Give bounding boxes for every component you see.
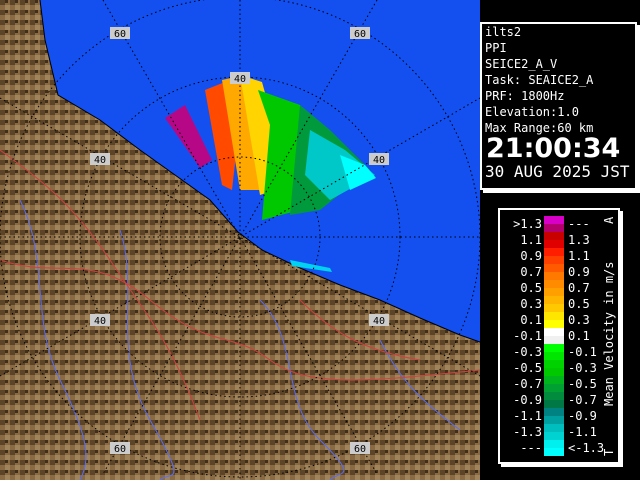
legend-swatch (544, 440, 564, 456)
legend-row: -0.1 0.1 (500, 328, 600, 344)
legend-row: -1.3 -1.1 (500, 424, 600, 440)
echo (165, 75, 376, 272)
range-label: 40 (369, 314, 389, 327)
range-label: 40 (90, 153, 110, 166)
svg-text:60: 60 (114, 444, 126, 455)
ppi-map[interactable]: 40 40 40 40 40 60 60 60 60 (0, 0, 480, 480)
legend-left-label: -0.1 (513, 329, 542, 343)
legend-swatch (544, 328, 564, 344)
legend-row: -0.7 -0.5 (500, 376, 600, 392)
legend-row: 0.5 0.7 (500, 280, 600, 296)
svg-text:60: 60 (354, 444, 366, 455)
range-label: 40 (369, 153, 389, 166)
legend-left-label: -0.3 (513, 345, 542, 359)
legend-swatch (544, 392, 564, 408)
legend-left-label: 1.1 (520, 233, 542, 247)
legend-right-label: -1.1 (568, 425, 597, 439)
legend-left-label: 0.7 (520, 265, 542, 279)
scan-date: 30 AUG 2025 JST (485, 162, 630, 181)
coastline (39, 0, 480, 343)
legend-left-label: -0.5 (513, 361, 542, 375)
scan-time: 21:00:34 (486, 133, 621, 164)
legend-left-label: -1.1 (513, 409, 542, 423)
legend-right-label: -0.3 (568, 361, 597, 375)
legend-swatch (544, 248, 564, 264)
legend-left-label: 0.1 (520, 313, 542, 327)
legend-row: -0.3 -0.1 (500, 344, 600, 360)
svg-text:40: 40 (234, 74, 246, 85)
legend-right-label: --- (568, 217, 590, 231)
legend-right-label: 0.5 (568, 297, 590, 311)
legend-swatch (544, 376, 564, 392)
legend-row: 1.1 1.3 (500, 232, 600, 248)
color-legend: >1.3 --- 1.1 1.3 0.9 1.1 0.7 0.9 0.5 0.7 0.3 … (498, 208, 620, 464)
range-label: 60 (350, 27, 370, 40)
legend-swatch (544, 296, 564, 312)
range-label: 40 (90, 314, 110, 327)
range-rings (0, 0, 480, 480)
range-label: 60 (110, 442, 130, 455)
svg-text:40: 40 (373, 316, 385, 327)
legend-right-label: 0.7 (568, 281, 590, 295)
legend-swatch (544, 232, 564, 248)
prf: PRF: 1800Hz (485, 89, 565, 103)
legend-row: >1.3 --- (500, 216, 600, 232)
legend-swatch (544, 312, 564, 328)
legend-swatch (544, 408, 564, 424)
legend-left-label: -0.9 (513, 393, 542, 407)
legend-swatch (544, 344, 564, 360)
legend-row: -0.9 -0.7 (500, 392, 600, 408)
legend-swatch (544, 360, 564, 376)
legend-right-label: -0.1 (568, 345, 597, 359)
elevation: Elevation:1.0 (485, 105, 579, 119)
legend-left-label: --- (520, 441, 542, 455)
legend-left-label: -0.7 (513, 377, 542, 391)
range-label: 60 (350, 442, 370, 455)
legend-left-label: 0.9 (520, 249, 542, 263)
product-name: SEICE2_A_V (485, 57, 558, 71)
svg-text:60: 60 (354, 29, 366, 40)
legend-right-label: 0.9 (568, 265, 590, 279)
station-name: ilts2 (485, 25, 522, 39)
legend-left-label: -1.3 (513, 425, 542, 439)
legend-row: -1.1 -0.9 (500, 408, 600, 424)
svg-text:60: 60 (114, 29, 126, 40)
legend-bottom-marker: T (602, 448, 616, 456)
range-label: 60 (110, 27, 130, 40)
legend-unit: Mean Velocity in m/s (602, 261, 616, 407)
legend-swatch (544, 280, 564, 296)
legend-row: -0.5 -0.3 (500, 360, 600, 376)
svg-text:40: 40 (94, 316, 106, 327)
legend-right-label: 1.1 (568, 249, 590, 263)
legend-row: --- <-1.3 (500, 440, 604, 456)
legend-swatch (544, 424, 564, 440)
scan-type: PPI (485, 41, 507, 55)
legend-row: 0.9 1.1 (500, 248, 600, 264)
legend-top-marker: A (602, 216, 616, 224)
legend-left-label: >1.3 (513, 217, 542, 231)
legend-swatch (544, 216, 564, 232)
legend-right-label: <-1.3 (568, 441, 605, 455)
legend-left-label: 0.5 (520, 281, 542, 295)
task-name: Task: SEAICE2_A (485, 73, 594, 87)
legend-right-label: -0.5 (568, 377, 597, 391)
legend-right-label: 1.3 (568, 233, 590, 247)
range-label: 40 (230, 72, 250, 85)
range-labels: 40 40 40 40 40 60 60 60 60 (90, 27, 389, 455)
legend-right-label: 0.3 (568, 313, 590, 327)
svg-text:40: 40 (373, 155, 385, 166)
info-panel: ilts2 PPI SEICE2_A_V Task: SEAICE2_A PRF… (480, 22, 637, 190)
legend-swatch (544, 264, 564, 280)
svg-text:40: 40 (94, 155, 106, 166)
rivers (0, 149, 480, 480)
legend-right-label: 0.1 (568, 329, 590, 343)
legend-right-label: -0.7 (568, 393, 597, 407)
max-range: Max Range:60 km (485, 121, 594, 135)
legend-row: 0.7 0.9 (500, 264, 600, 280)
legend-row: 0.3 0.5 (500, 296, 600, 312)
legend-right-label: -0.9 (568, 409, 597, 423)
legend-row: 0.1 0.3 (500, 312, 600, 328)
legend-left-label: 0.3 (520, 297, 542, 311)
